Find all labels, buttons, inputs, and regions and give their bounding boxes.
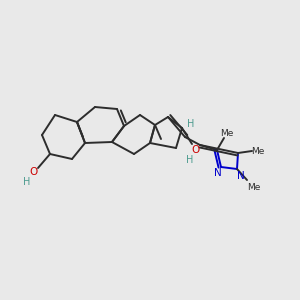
Text: Me: Me <box>247 182 261 191</box>
Text: O: O <box>30 167 38 177</box>
Text: Me: Me <box>220 128 234 137</box>
Text: N: N <box>237 171 245 181</box>
Text: N: N <box>214 168 222 178</box>
Text: H: H <box>186 155 194 165</box>
Text: O: O <box>192 145 200 155</box>
Text: H: H <box>187 119 195 129</box>
Text: H: H <box>23 177 31 187</box>
Text: Me: Me <box>251 148 265 157</box>
